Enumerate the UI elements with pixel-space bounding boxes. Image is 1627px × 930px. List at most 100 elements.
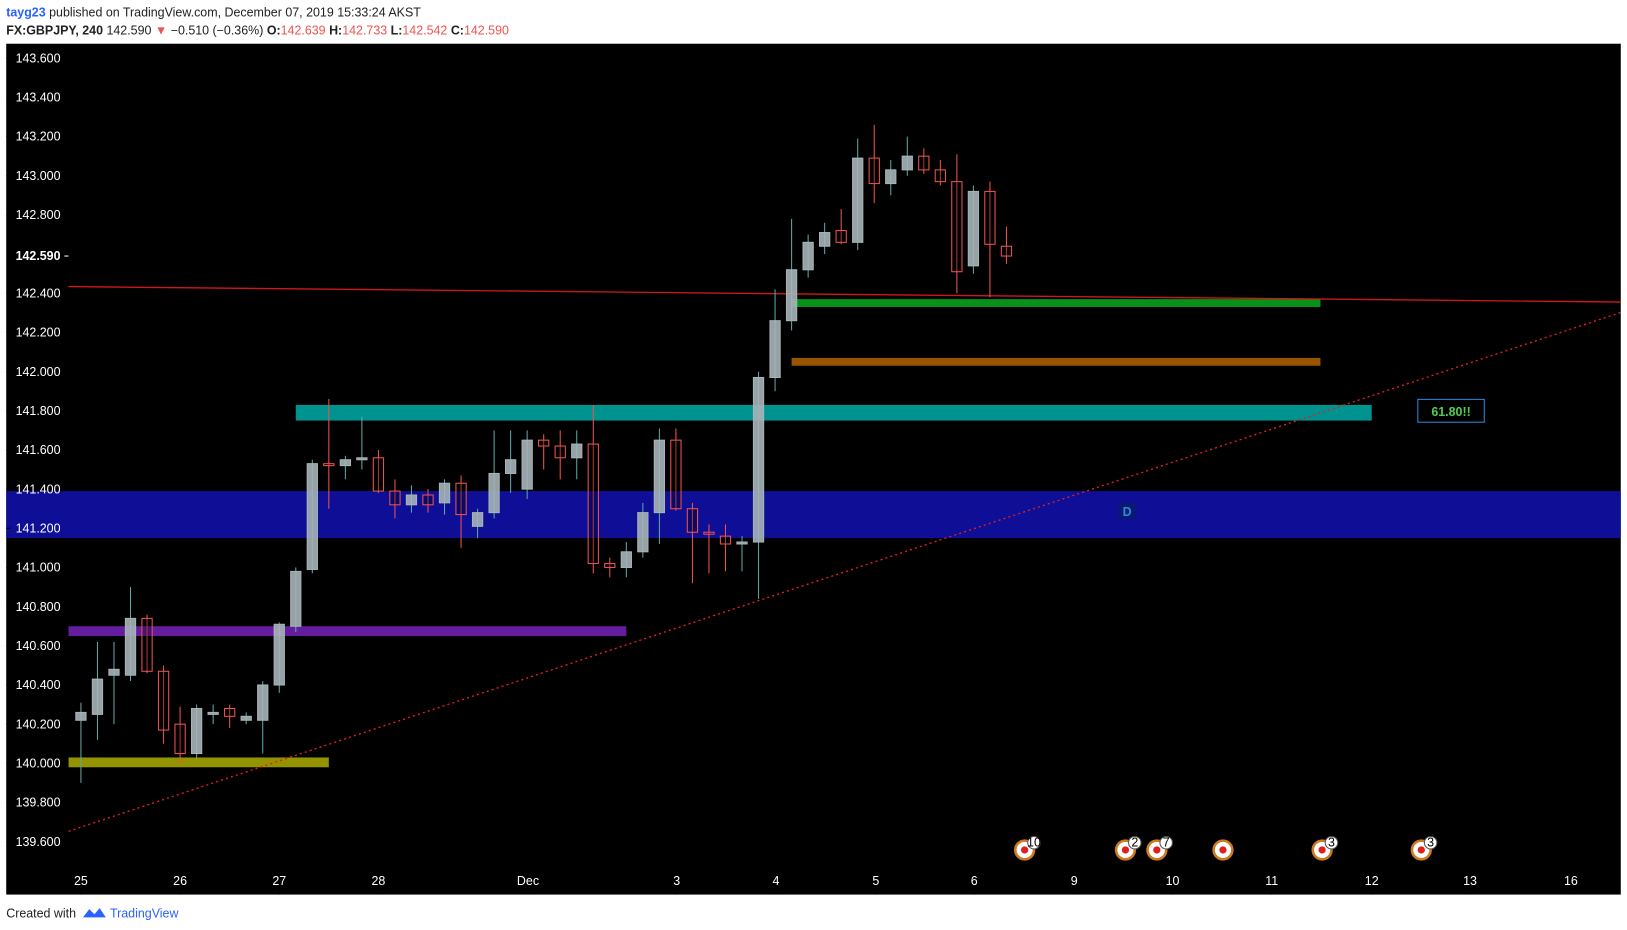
high-label: H: [329,23,342,37]
candle-body [389,490,401,506]
candle-body [670,439,682,510]
zone [791,357,1321,366]
y-tick-label: 141.400 [16,482,61,496]
candle-body [951,181,963,273]
annotation-box [1417,398,1485,423]
publisher: tayg23 [6,6,45,20]
down-arrow: ▼ [155,23,167,37]
candle-body [835,230,847,243]
candle-body [91,678,104,715]
x-tick-label: 11 [1265,874,1278,888]
candle-body [224,707,236,717]
candle-body [75,711,87,721]
published: published on TradingView.com, December 0… [49,6,421,20]
candle-body [984,190,996,245]
created-with: Created with [6,906,76,920]
y-tick-label: 143.000 [16,169,61,183]
change: −0.510 (−0.36%) [171,23,264,37]
x-tick-label: 25 [74,874,88,888]
y-tick-label: 141.800 [16,404,61,418]
trend-line [68,285,1621,303]
y-tick-label: 141.200 [16,521,61,535]
zone [68,757,329,768]
y-tick-label: 140.200 [16,717,61,731]
zone [791,299,1321,307]
candle-body [356,457,368,461]
candle-body [521,439,533,490]
event-badge [1423,835,1438,850]
y-tick-label: 142.800 [16,208,61,222]
candle-body [785,269,798,322]
y-tick-label: 139.800 [16,796,61,810]
y-tick-label: 140.600 [16,639,61,653]
y-tick-label: 139.600 [16,835,61,849]
candle-body [901,155,913,171]
x-tick-label: 4 [772,874,779,888]
candle-body [174,723,186,755]
candle-body [686,508,699,533]
candle-body [504,459,517,474]
x-tick-label: 12 [1365,874,1379,888]
close: 142.590 [464,23,509,37]
annotation: D [1123,505,1132,519]
candle-body [852,157,864,243]
x-tick-label: 5 [872,874,879,888]
candle-body [1000,245,1013,257]
logo [83,908,106,918]
candle-body [885,169,897,185]
candle-body [719,535,732,545]
y-tick-label: 140.400 [16,678,61,692]
zone [68,626,627,637]
y-tick-label: 141.000 [16,561,61,575]
plot-background [6,43,1621,895]
candle-body [438,482,451,504]
footer-brand: TradingView [110,906,179,920]
publish-line: tayg23 published on TradingView.com, Dec… [6,6,421,20]
candle-body [769,320,781,379]
symbol: FX:GBPJPY, 240 [6,23,103,37]
x-tick-label: 13 [1463,874,1477,888]
x-tick-label: 28 [371,874,385,888]
candle-body [422,494,434,506]
symbol-line: FX:GBPJPY, 240 142.590 ▼ −0.510 (−0.36%)… [6,23,509,37]
candle-body [323,463,335,467]
candle-body [124,617,137,676]
x-tick-label: 16 [1564,874,1578,888]
low-label: L: [391,23,403,37]
y-tick-label: 143.200 [16,130,61,144]
event-badge [1159,835,1173,850]
candle-body [637,512,649,553]
y-tick-label: 141.600 [16,443,61,457]
event-dot [1219,846,1227,854]
x-tick-label: 3 [673,874,680,888]
x-tick-label: 9 [1071,874,1078,888]
candle-body [108,668,120,676]
event-badge [1128,835,1142,850]
y-tick-label: 142.000 [16,365,61,379]
candle-body [736,541,748,545]
candle-body [587,443,599,565]
candle-body [538,439,550,447]
candle-body [157,670,170,731]
candle-body [257,684,269,721]
y-tick-label: 140.000 [16,756,61,770]
footer: Created with [6,906,76,920]
high: 142.733 [342,23,387,37]
candle-body [918,155,930,171]
event-dot [1021,846,1029,854]
x-tick-label: 26 [173,874,187,888]
event-count: 3 [1328,835,1335,849]
candle-body [290,570,302,627]
event-count: 3 [1427,835,1434,849]
candle-body [372,457,385,492]
low: 142.542 [402,23,447,37]
y-tick-label: 142.400 [16,286,61,300]
candle-body [554,445,566,459]
y-tick-label: 143.400 [16,91,61,105]
candle-body [306,463,318,570]
candle-body [488,472,500,514]
candle-body [141,617,153,672]
event-count: 2 [1131,835,1138,849]
y-tick-label: 142.200 [16,326,61,340]
